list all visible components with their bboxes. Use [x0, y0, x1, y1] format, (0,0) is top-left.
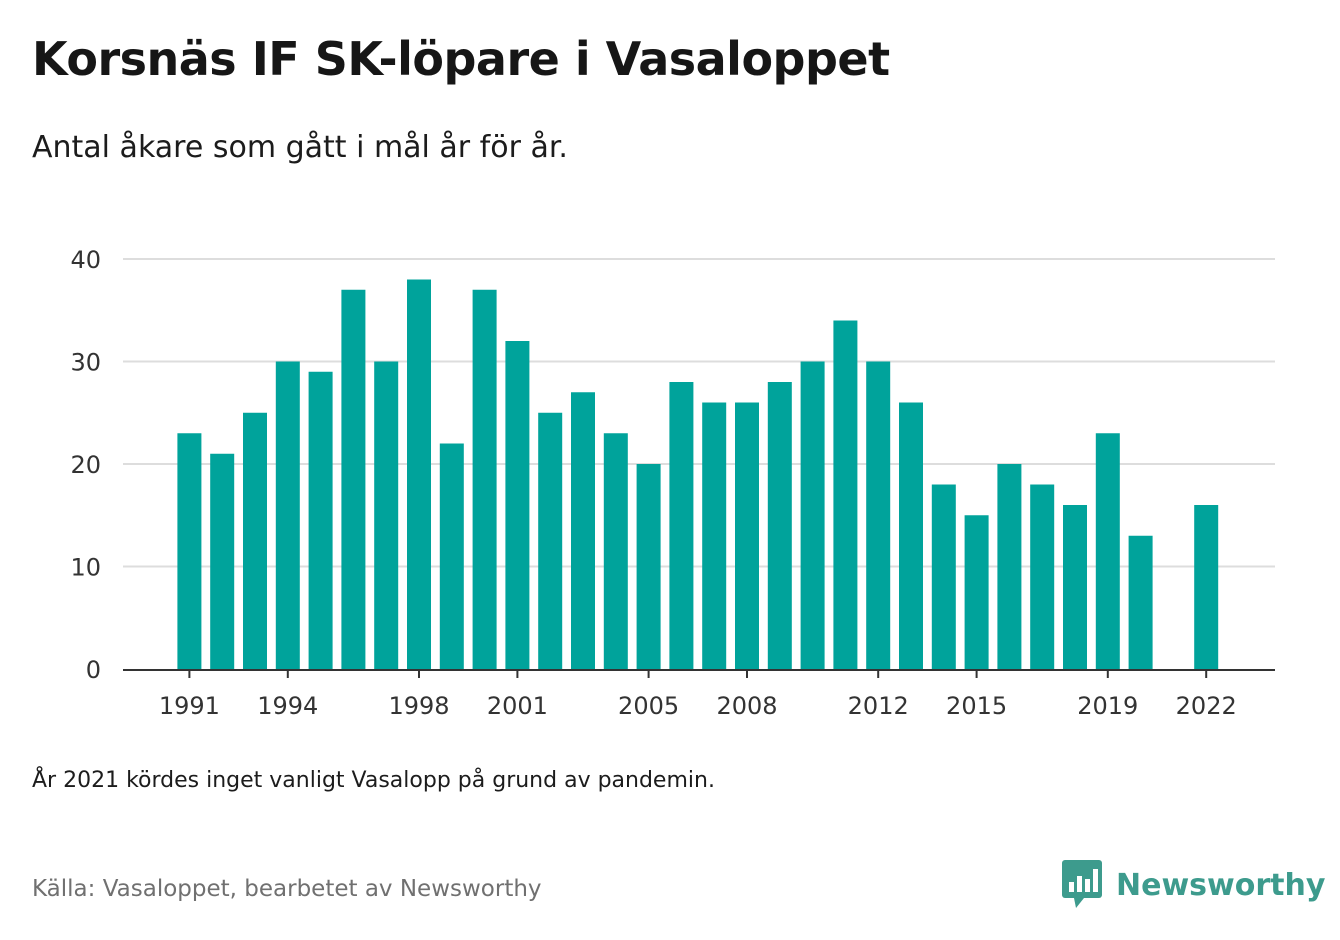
- y-tick-label-20: 20: [70, 451, 101, 479]
- bar-2019: [1095, 433, 1120, 669]
- y-tick-label-0: 0: [86, 656, 101, 684]
- bars: [177, 279, 1219, 669]
- bar-2022: [1194, 505, 1219, 669]
- bar-2016: [997, 464, 1022, 669]
- bar-2008: [735, 402, 759, 669]
- source-credit: Källa: Vasaloppet, bearbetet av Newswort…: [32, 876, 542, 902]
- bar-2011: [833, 320, 858, 669]
- bar-1993: [243, 412, 267, 669]
- y-tick-label-10: 10: [70, 554, 101, 582]
- bar-1996: [341, 289, 366, 669]
- x-tick-label-1994: 1994: [257, 692, 318, 720]
- brand-name: Newsworthy: [1116, 867, 1326, 903]
- bar-2013: [899, 402, 923, 669]
- x-tick-label-2019: 2019: [1077, 692, 1138, 720]
- bar-2012: [866, 361, 891, 669]
- bar-2004: [603, 433, 628, 669]
- x-tick-label-2008: 2008: [716, 692, 777, 720]
- axes: 0 10 20 30 40 1991 1994 1998 2001 2005 2008 2012 201…: [70, 246, 1275, 720]
- bar-1999: [439, 443, 464, 669]
- x-tick-label-2022: 2022: [1176, 692, 1237, 720]
- x-tick-label-2005: 2005: [618, 692, 679, 720]
- bar-1992: [210, 453, 235, 669]
- x-tick-label-2015: 2015: [946, 692, 1007, 720]
- bar-2006: [669, 382, 694, 669]
- y-tick-label-40: 40: [70, 246, 101, 274]
- bar-1994: [275, 361, 300, 669]
- bar-2005: [636, 464, 661, 669]
- brand-logo: Newsworthy: [1062, 860, 1325, 910]
- bar-2002: [538, 412, 563, 669]
- bar-2001: [505, 341, 530, 669]
- bar-1995: [308, 371, 333, 669]
- bar-2015: [964, 515, 989, 669]
- bar-2017: [1030, 484, 1055, 669]
- bar-2020: [1128, 535, 1153, 669]
- bar-2000: [472, 289, 497, 669]
- x-tick-label-2001: 2001: [487, 692, 548, 720]
- bar-2014: [931, 484, 956, 669]
- x-tick-label-2012: 2012: [848, 692, 909, 720]
- x-tick-label-1998: 1998: [388, 692, 449, 720]
- bar-2003: [571, 392, 595, 669]
- bar-2009: [767, 382, 792, 669]
- y-tick-label-30: 30: [70, 349, 101, 377]
- x-tick-label-1991: 1991: [159, 692, 220, 720]
- bar-2007: [702, 402, 727, 669]
- chart-title: Korsnäs IF SK-löpare i Vasaloppet: [32, 32, 890, 86]
- bar-2010: [800, 361, 825, 669]
- bar-1998: [407, 279, 431, 669]
- bar-1997: [374, 361, 399, 669]
- bar-chart-speech-bubble-icon: [1062, 860, 1102, 908]
- bar-2018: [1063, 505, 1087, 669]
- bar-chart: 0 10 20 30 40 1991 1994 1998 2001 2005 2008 2012 201…: [70, 246, 1275, 720]
- footnote: År 2021 kördes inget vanligt Vasalopp på…: [32, 768, 715, 793]
- chart-subtitle: Antal åkare som gått i mål år för år.: [32, 130, 568, 165]
- bar-1991: [177, 433, 202, 669]
